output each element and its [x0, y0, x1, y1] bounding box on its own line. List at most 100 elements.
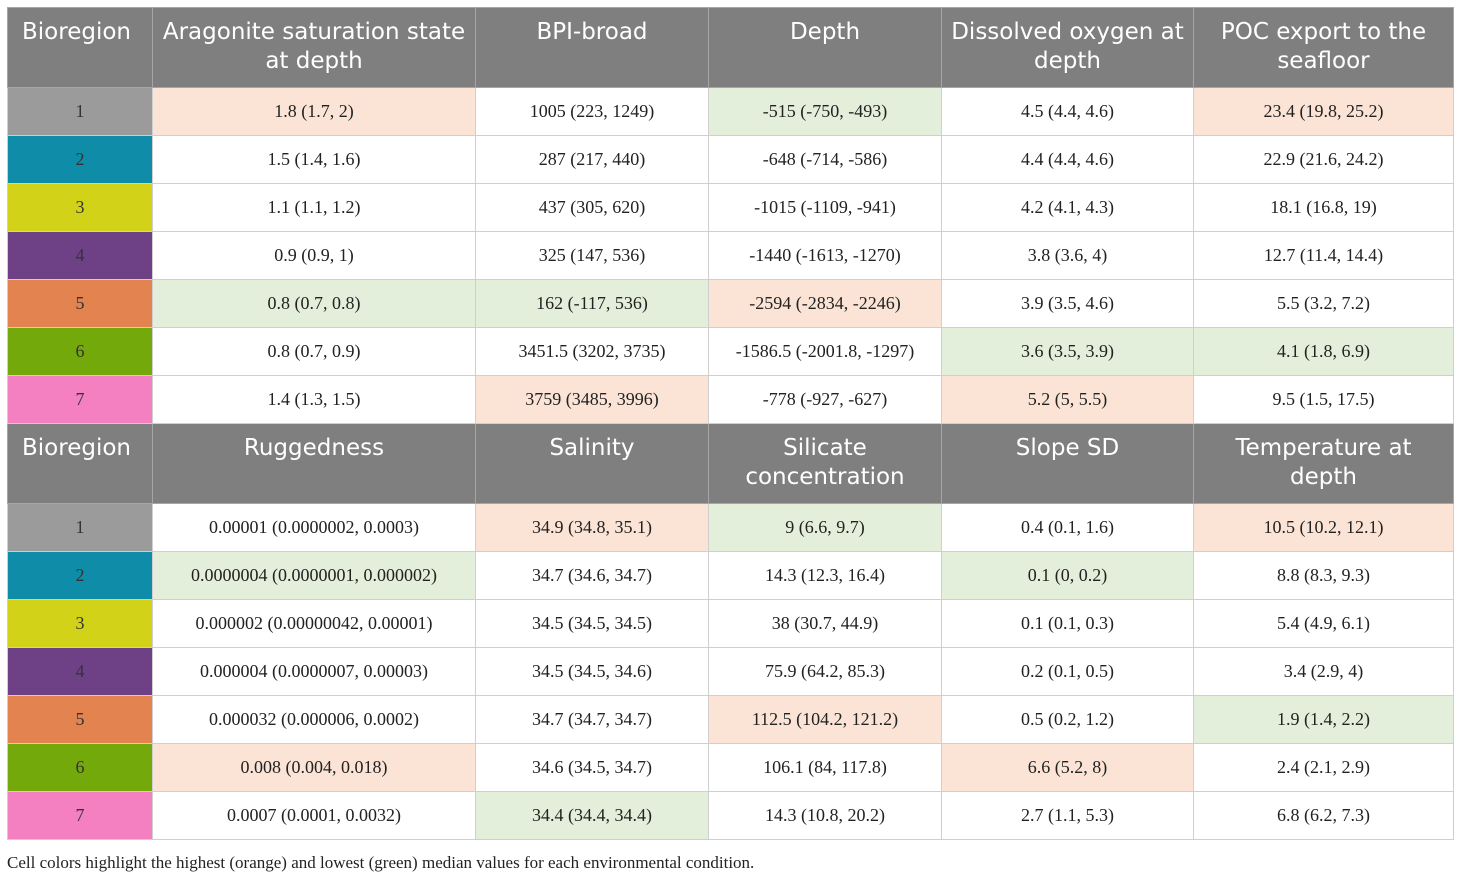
- table-row: 4 0.9 (0.9, 1) 325 (147, 536) -1440 (-1613,…: [7, 231, 1454, 280]
- value-cell: 0.2 (0.1, 0.5): [941, 647, 1194, 696]
- table-row: 2 1.5 (1.4, 1.6) 287 (217, 440) -648 (-714,…: [7, 135, 1454, 184]
- value-cell: 5.5 (3.2, 7.2): [1193, 279, 1454, 328]
- table-row: 3 0.000002 (0.00000042, 0.00001) 34.5 (34.…: [7, 599, 1454, 648]
- highest-value-cell: -2594 (-2834, -2246): [708, 279, 942, 328]
- bioregion-environment-table: Bioregion Aragonite saturation state at d…: [7, 7, 1454, 840]
- header-row: Bioregion Aragonite saturation state at d…: [7, 7, 1454, 88]
- value-cell: 0.000004 (0.0000007, 0.00003): [152, 647, 476, 696]
- column-header: Silicate concentration: [708, 423, 942, 504]
- highest-value-cell: 6.6 (5.2, 8): [941, 743, 1194, 792]
- column-header: Bioregion: [7, 7, 153, 88]
- lowest-value-cell: 1.9 (1.4, 2.2): [1193, 695, 1454, 744]
- table-row: 4 0.000004 (0.0000007, 0.00003) 34.5 (34.5…: [7, 647, 1454, 696]
- value-cell: 1005 (223, 1249): [475, 87, 709, 136]
- table-row: 5 0.8 (0.7, 0.8) 162 (-117, 536) -2594 (-28…: [7, 279, 1454, 328]
- bioregion-cell: 3: [7, 599, 153, 648]
- lowest-value-cell: 9 (6.6, 9.7): [708, 503, 942, 552]
- value-cell: 14.3 (10.8, 20.2): [708, 791, 942, 840]
- value-cell: 8.8 (8.3, 9.3): [1193, 551, 1454, 600]
- value-cell: 22.9 (21.6, 24.2): [1193, 135, 1454, 184]
- value-cell: 325 (147, 536): [475, 231, 709, 280]
- highest-value-cell: 23.4 (19.8, 25.2): [1193, 87, 1454, 136]
- value-cell: 34.7 (34.6, 34.7): [475, 551, 709, 600]
- value-cell: 3.9 (3.5, 4.6): [941, 279, 1194, 328]
- lowest-value-cell: -515 (-750, -493): [708, 87, 942, 136]
- table-row: 6 0.8 (0.7, 0.9) 3451.5 (3202, 3735) -1586.…: [7, 327, 1454, 376]
- table-row: 5 0.000032 (0.000006, 0.0002) 34.7 (34.7, …: [7, 695, 1454, 744]
- bioregion-cell: 5: [7, 695, 153, 744]
- highest-value-cell: 5.2 (5, 5.5): [941, 375, 1194, 424]
- highest-value-cell: 0.008 (0.004, 0.018): [152, 743, 476, 792]
- bioregion-cell: 7: [7, 375, 153, 424]
- column-header: Bioregion: [7, 423, 153, 504]
- table-row: 7 0.0007 (0.0001, 0.0032) 34.4 (34.4, 34.4…: [7, 791, 1454, 840]
- value-cell: 34.7 (34.7, 34.7): [475, 695, 709, 744]
- column-header: Aragonite saturation state at depth: [152, 7, 476, 88]
- bioregion-cell: 5: [7, 279, 153, 328]
- highest-value-cell: 34.9 (34.8, 35.1): [475, 503, 709, 552]
- header-row: Bioregion Ruggedness Salinity Silicate conc…: [7, 423, 1454, 504]
- value-cell: 1.1 (1.1, 1.2): [152, 183, 476, 232]
- table-row: 1 1.8 (1.7, 2) 1005 (223, 1249) -515 (-750,…: [7, 87, 1454, 136]
- bioregion-cell: 4: [7, 647, 153, 696]
- column-header: Slope SD: [941, 423, 1194, 504]
- bioregion-cell: 1: [7, 503, 153, 552]
- highest-value-cell: 10.5 (10.2, 12.1): [1193, 503, 1454, 552]
- highest-value-cell: 112.5 (104.2, 121.2): [708, 695, 942, 744]
- table-caption: Cell colors highlight the highest (orang…: [7, 853, 755, 872]
- value-cell: 9.5 (1.5, 17.5): [1193, 375, 1454, 424]
- value-cell: 34.6 (34.5, 34.7): [475, 743, 709, 792]
- value-cell: 1.4 (1.3, 1.5): [152, 375, 476, 424]
- value-cell: 106.1 (84, 117.8): [708, 743, 942, 792]
- bioregion-cell: 1: [7, 87, 153, 136]
- value-cell: 5.4 (4.9, 6.1): [1193, 599, 1454, 648]
- bioregion-cell: 2: [7, 135, 153, 184]
- column-header: BPI-broad: [475, 7, 709, 88]
- value-cell: -778 (-927, -627): [708, 375, 942, 424]
- value-cell: -648 (-714, -586): [708, 135, 942, 184]
- bioregion-cell: 6: [7, 743, 153, 792]
- bioregion-cell: 3: [7, 183, 153, 232]
- value-cell: 437 (305, 620): [475, 183, 709, 232]
- column-header: Salinity: [475, 423, 709, 504]
- value-cell: -1440 (-1613, -1270): [708, 231, 942, 280]
- bioregion-cell: 6: [7, 327, 153, 376]
- value-cell: 287 (217, 440): [475, 135, 709, 184]
- table-row: 3 1.1 (1.1, 1.2) 437 (305, 620) -1015 (-110…: [7, 183, 1454, 232]
- value-cell: 0.1 (0.1, 0.3): [941, 599, 1194, 648]
- value-cell: 1.5 (1.4, 1.6): [152, 135, 476, 184]
- value-cell: 2.4 (2.1, 2.9): [1193, 743, 1454, 792]
- value-cell: 4.2 (4.1, 4.3): [941, 183, 1194, 232]
- value-cell: 3451.5 (3202, 3735): [475, 327, 709, 376]
- lowest-value-cell: 0.0000004 (0.0000001, 0.000002): [152, 551, 476, 600]
- value-cell: 0.8 (0.7, 0.9): [152, 327, 476, 376]
- value-cell: 4.5 (4.4, 4.6): [941, 87, 1194, 136]
- value-cell: 0.9 (0.9, 1): [152, 231, 476, 280]
- lowest-value-cell: 0.8 (0.7, 0.8): [152, 279, 476, 328]
- value-cell: 0.4 (0.1, 1.6): [941, 503, 1194, 552]
- value-cell: 34.5 (34.5, 34.6): [475, 647, 709, 696]
- column-header: POC export to the seafloor: [1193, 7, 1454, 88]
- value-cell: 18.1 (16.8, 19): [1193, 183, 1454, 232]
- lowest-value-cell: 34.4 (34.4, 34.4): [475, 791, 709, 840]
- bioregion-cell: 7: [7, 791, 153, 840]
- value-cell: 75.9 (64.2, 85.3): [708, 647, 942, 696]
- value-cell: 34.5 (34.5, 34.5): [475, 599, 709, 648]
- lowest-value-cell: 162 (-117, 536): [475, 279, 709, 328]
- value-cell: 4.4 (4.4, 4.6): [941, 135, 1194, 184]
- value-cell: 3.4 (2.9, 4): [1193, 647, 1454, 696]
- value-cell: 38 (30.7, 44.9): [708, 599, 942, 648]
- bioregion-cell: 2: [7, 551, 153, 600]
- table-row: 7 1.4 (1.3, 1.5) 3759 (3485, 3996) -778 (-9…: [7, 375, 1454, 424]
- value-cell: 3.8 (3.6, 4): [941, 231, 1194, 280]
- table-row: 2 0.0000004 (0.0000001, 0.000002) 34.7 (34…: [7, 551, 1454, 600]
- value-cell: 2.7 (1.1, 5.3): [941, 791, 1194, 840]
- column-header: Ruggedness: [152, 423, 476, 504]
- lowest-value-cell: 4.1 (1.8, 6.9): [1193, 327, 1454, 376]
- value-cell: 0.0007 (0.0001, 0.0032): [152, 791, 476, 840]
- lowest-value-cell: 0.1 (0, 0.2): [941, 551, 1194, 600]
- bioregion-cell: 4: [7, 231, 153, 280]
- value-cell: 0.5 (0.2, 1.2): [941, 695, 1194, 744]
- value-cell: -1586.5 (-2001.8, -1297): [708, 327, 942, 376]
- value-cell: -1015 (-1109, -941): [708, 183, 942, 232]
